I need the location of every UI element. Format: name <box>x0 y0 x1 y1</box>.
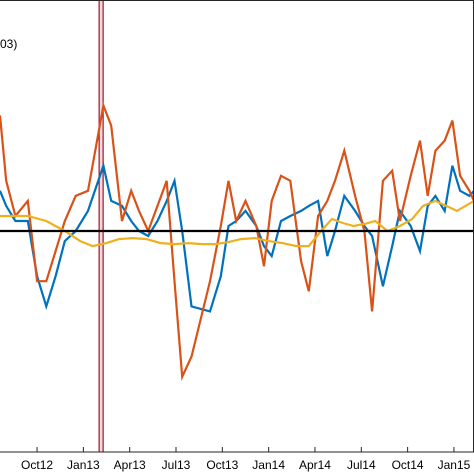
series-line-1 <box>0 161 474 313</box>
event-marker <box>98 0 104 452</box>
x-tick-label: Apr14 <box>299 458 331 472</box>
series-line-2 <box>0 101 474 381</box>
series-line-3 <box>0 199 474 248</box>
x-tick-label: Jan15 <box>438 458 471 472</box>
x-tick-label: Jan13 <box>67 458 100 472</box>
x-tick-label: Apr13 <box>114 458 146 472</box>
event-band <box>99 0 104 452</box>
x-tick-label: Oct14 <box>392 458 424 472</box>
annotation-text: 03) <box>0 37 17 51</box>
x-tick-label: Jul14 <box>347 458 376 472</box>
x-tick-label: Jan14 <box>252 458 285 472</box>
x-tick-label: Jul13 <box>162 458 191 472</box>
x-tick-label: Oct12 <box>21 458 53 472</box>
x-tick-label: Oct13 <box>206 458 238 472</box>
series-lines <box>0 101 474 381</box>
